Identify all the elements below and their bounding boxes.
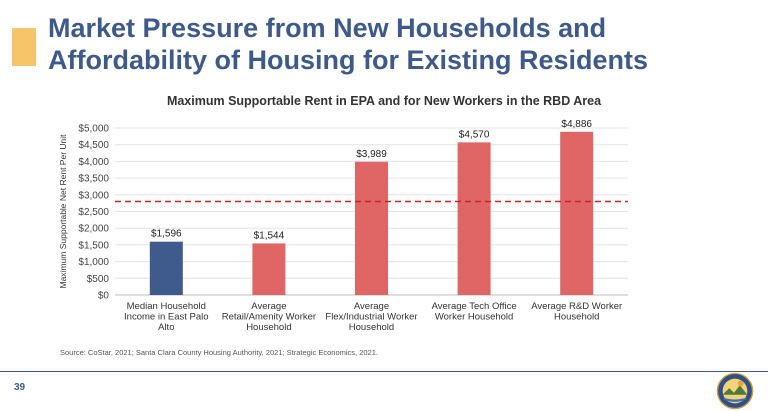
footer-divider bbox=[0, 371, 768, 372]
category-label: Average bbox=[354, 301, 389, 312]
category-label: Median Household bbox=[127, 301, 206, 312]
category-label: Alto bbox=[158, 322, 174, 333]
y-tick-label: $500 bbox=[87, 274, 110, 285]
y-tick-label: $1,000 bbox=[78, 257, 109, 268]
category-label: Household bbox=[554, 312, 599, 323]
slide-title-line-2: Affordability of Housing for Existing Re… bbox=[48, 45, 649, 75]
category-label: Average Tech Office bbox=[432, 301, 517, 312]
slide-title-line-1: Market Pressure from New Households and bbox=[48, 13, 607, 43]
bar-chart: $0 $500 $1,000 $1,500 $2,000 $2,500 $3,000 $3,5… bbox=[58, 119, 628, 333]
bar bbox=[355, 161, 388, 295]
bar bbox=[252, 243, 286, 295]
y-tick-label: $0 bbox=[98, 291, 110, 302]
data-label: $4,570 bbox=[459, 129, 490, 140]
data-label: $3,989 bbox=[356, 149, 387, 160]
y-tick-label: $2,500 bbox=[78, 207, 109, 218]
chart-title: Maximum Supportable Rent in EPA and for … bbox=[166, 94, 602, 108]
slide-title: Market Pressure from New Households and … bbox=[48, 12, 748, 76]
data-label: $1,596 bbox=[151, 229, 182, 240]
data-label: $1,544 bbox=[254, 230, 285, 241]
y-tick-label: $4,500 bbox=[78, 140, 109, 151]
bar bbox=[457, 142, 491, 295]
y-tick-label: $5,000 bbox=[78, 124, 109, 135]
bar bbox=[560, 131, 594, 295]
category-label: Flex/Industrial Worker bbox=[325, 312, 417, 323]
y-tick-label: $1,500 bbox=[78, 240, 109, 251]
y-tick-label: $4,000 bbox=[78, 157, 109, 168]
city-seal-icon bbox=[716, 372, 754, 410]
page-number: 39 bbox=[14, 382, 26, 393]
title-accent-bar bbox=[12, 28, 36, 66]
category-label: Average R&D Worker bbox=[531, 301, 622, 312]
category-label: Average bbox=[251, 301, 286, 312]
source-note: Source: CoStar, 2021; Santa Clara County… bbox=[60, 348, 378, 357]
y-axis-label: Maximum Supportable Net Rent Per Unit bbox=[58, 134, 68, 289]
category-label: Household bbox=[246, 322, 291, 333]
category-label: Income in East Palo bbox=[124, 312, 209, 323]
bar bbox=[149, 241, 183, 295]
data-label: $4,886 bbox=[561, 119, 592, 130]
y-tick-label: $3,500 bbox=[78, 174, 109, 185]
category-label: Household bbox=[349, 322, 394, 333]
y-tick-label: $2,000 bbox=[78, 224, 109, 235]
y-tick-label: $3,000 bbox=[78, 190, 109, 201]
category-label: Worker Household bbox=[435, 312, 514, 323]
category-label: Retail/Amenity Worker bbox=[222, 312, 316, 323]
